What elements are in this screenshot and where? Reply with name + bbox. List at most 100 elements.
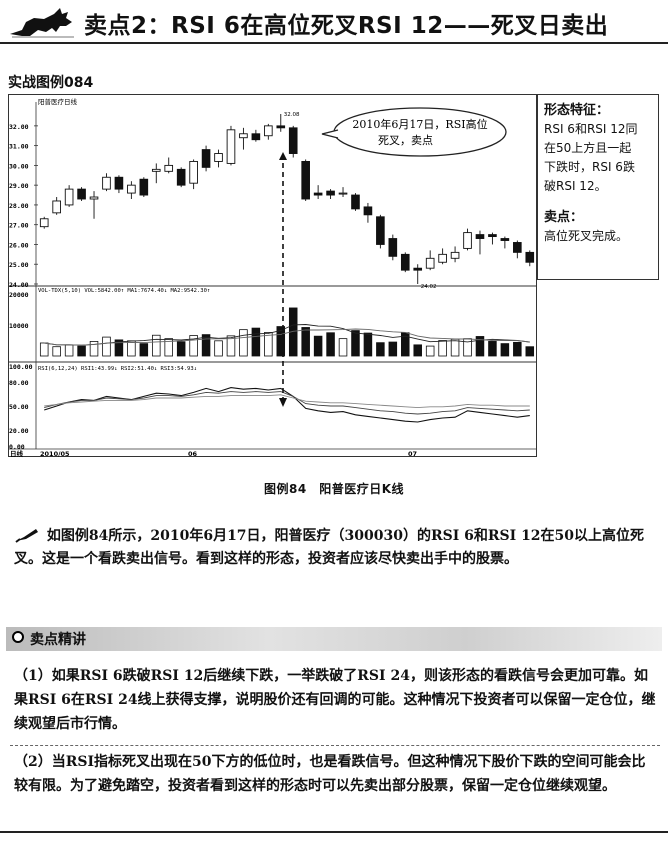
candle	[201, 145, 211, 172]
volume-bar	[239, 329, 248, 357]
candle	[376, 214, 385, 249]
candle	[127, 181, 136, 199]
callout-pointer	[321, 129, 339, 139]
candle-body	[351, 194, 360, 210]
candle-body	[450, 251, 460, 259]
candle-body	[176, 168, 186, 186]
x-tick-label: 日线	[10, 449, 24, 458]
candle	[488, 232, 497, 245]
candle-body	[500, 238, 510, 241]
feature-line: 破RSI 12。	[544, 179, 607, 193]
candle	[226, 125, 236, 166]
candle-body	[264, 125, 273, 137]
volume-bar	[388, 341, 398, 357]
candle	[513, 240, 522, 259]
volume-bar	[301, 327, 310, 357]
volume-bar	[214, 340, 223, 357]
candle-body	[189, 160, 198, 184]
volume-bar	[251, 327, 261, 357]
candle-body	[525, 251, 535, 263]
volume-ma-line	[44, 328, 530, 346]
candle-body	[438, 253, 447, 263]
candle-body	[214, 153, 223, 162]
candle	[351, 193, 360, 211]
chart-legend-label: 阳普医疗日线	[38, 97, 78, 106]
rsi-tick-label: 50.00	[9, 403, 29, 411]
explanation-paragraph-1: （1）如果RSI 6跌破RSI 12后继续下跌，一举跌破了RSI 24，则该形态…	[14, 668, 656, 732]
volume-bar	[488, 341, 497, 357]
callout-line1: 2010年6月17日，RSI高位	[352, 117, 487, 131]
figure-caption: 图例84 阳普医疗日K线	[264, 482, 404, 496]
rsi-tick-label: 80.00	[9, 379, 29, 387]
volume-bar	[338, 338, 348, 357]
rsi12-line	[44, 391, 530, 415]
price-tick-label: 27.00	[9, 222, 29, 230]
volume-series	[39, 307, 535, 357]
candle	[139, 177, 149, 198]
candle	[500, 236, 510, 249]
volume-bar	[127, 340, 136, 357]
candle-body	[338, 192, 348, 195]
section-label: 卖点精讲	[30, 632, 86, 648]
x-tick-label: 06	[188, 450, 198, 458]
candle-body	[463, 232, 472, 249]
candle	[239, 127, 248, 150]
candle-body	[139, 178, 149, 196]
rsi24-line	[44, 394, 530, 409]
candle	[301, 159, 310, 201]
candle	[176, 167, 186, 188]
candle-body	[39, 218, 49, 228]
volume-bar	[525, 346, 535, 357]
volume-bar	[351, 330, 360, 357]
candle-body	[251, 133, 261, 141]
candle	[189, 159, 198, 190]
candle	[264, 123, 273, 140]
candle-body	[201, 149, 211, 168]
signal-arrow-head-bottom	[279, 398, 287, 407]
candle	[400, 252, 410, 273]
signal-arrow-head-top	[279, 152, 287, 160]
price-tick-label: 31.00	[9, 143, 29, 151]
candle	[450, 246, 460, 263]
price-tick-label: 29.00	[9, 182, 29, 190]
candle-body	[89, 196, 99, 200]
candle	[413, 264, 423, 284]
candle	[64, 185, 74, 207]
volume-bar	[102, 336, 111, 357]
candle-body	[151, 168, 161, 172]
bull-icon	[10, 8, 74, 38]
volume-bar	[438, 340, 447, 357]
volume-header: VOL-TDX(5,10) VOL:5842.00↑ MA1:7674.40↓ …	[38, 288, 210, 294]
candle-body	[413, 267, 423, 271]
candle	[102, 173, 111, 192]
intro-paragraph: 如图例84所示，2010年6月17日，阳普医疗（300030）的RSI 6和RS…	[14, 525, 654, 571]
volume-tick-label: 20000	[9, 291, 29, 299]
volume-bar	[77, 345, 86, 357]
candle-series	[39, 114, 535, 284]
candle-body	[164, 164, 174, 172]
candle-body	[226, 129, 236, 164]
pen-icon	[15, 529, 38, 543]
price-tick-label: 32.00	[9, 123, 29, 131]
candle	[525, 250, 535, 267]
candle	[363, 202, 373, 223]
candle-body	[313, 192, 323, 196]
title-rule	[0, 42, 668, 44]
volume-bar	[176, 341, 186, 357]
candle-body	[363, 206, 373, 216]
x-tick-label: 2010/05	[40, 450, 70, 458]
candle-body	[127, 184, 136, 194]
x-tick-label: 07	[408, 450, 417, 458]
candle-body	[475, 234, 485, 239]
candle	[288, 125, 298, 158]
candle	[251, 129, 261, 142]
candle-body	[400, 253, 410, 271]
candle-body	[388, 238, 398, 257]
price-tick-label: 26.00	[9, 241, 29, 249]
candle	[52, 197, 61, 215]
candle-body	[114, 176, 124, 190]
explanation-paragraph-2: （2）当RSI指标死叉出现在50下方的低位时，也是看跌信号。但这种情况下股价下跌…	[14, 754, 646, 794]
circle-icon	[12, 631, 24, 643]
feature-line: RSI 6和RSI 12同	[544, 122, 638, 136]
candle	[39, 216, 49, 229]
